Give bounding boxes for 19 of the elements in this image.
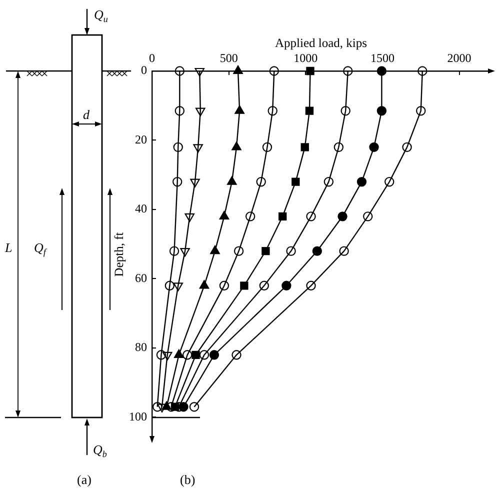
x-tick-label: 2000 bbox=[447, 50, 472, 65]
text: Q$_{u}$ bbox=[94, 7, 108, 24]
x-axis-title: Applied load, kips bbox=[274, 36, 368, 50]
text: L bbox=[5, 240, 12, 255]
y-tick-label: 20 bbox=[135, 132, 147, 146]
y-tick-label: 80 bbox=[135, 340, 147, 354]
text: d bbox=[83, 107, 90, 122]
text: (b) bbox=[180, 472, 196, 487]
x-tick-label: 1000 bbox=[294, 50, 318, 65]
x-tick-label: 500 bbox=[220, 50, 238, 65]
y-tick-label: 60 bbox=[135, 270, 147, 285]
y-axis-title: Depth, ft bbox=[112, 232, 126, 277]
x-tick-label: 1500 bbox=[370, 50, 394, 65]
y-tick-label: 0 bbox=[141, 63, 147, 78]
y-tick-label: 40 bbox=[135, 202, 147, 216]
y-tick-label: 100 bbox=[129, 409, 147, 424]
text: Q$_{b}$ bbox=[93, 442, 107, 459]
text: (a) bbox=[77, 472, 92, 487]
text: Q$_{f}$ bbox=[34, 240, 46, 257]
